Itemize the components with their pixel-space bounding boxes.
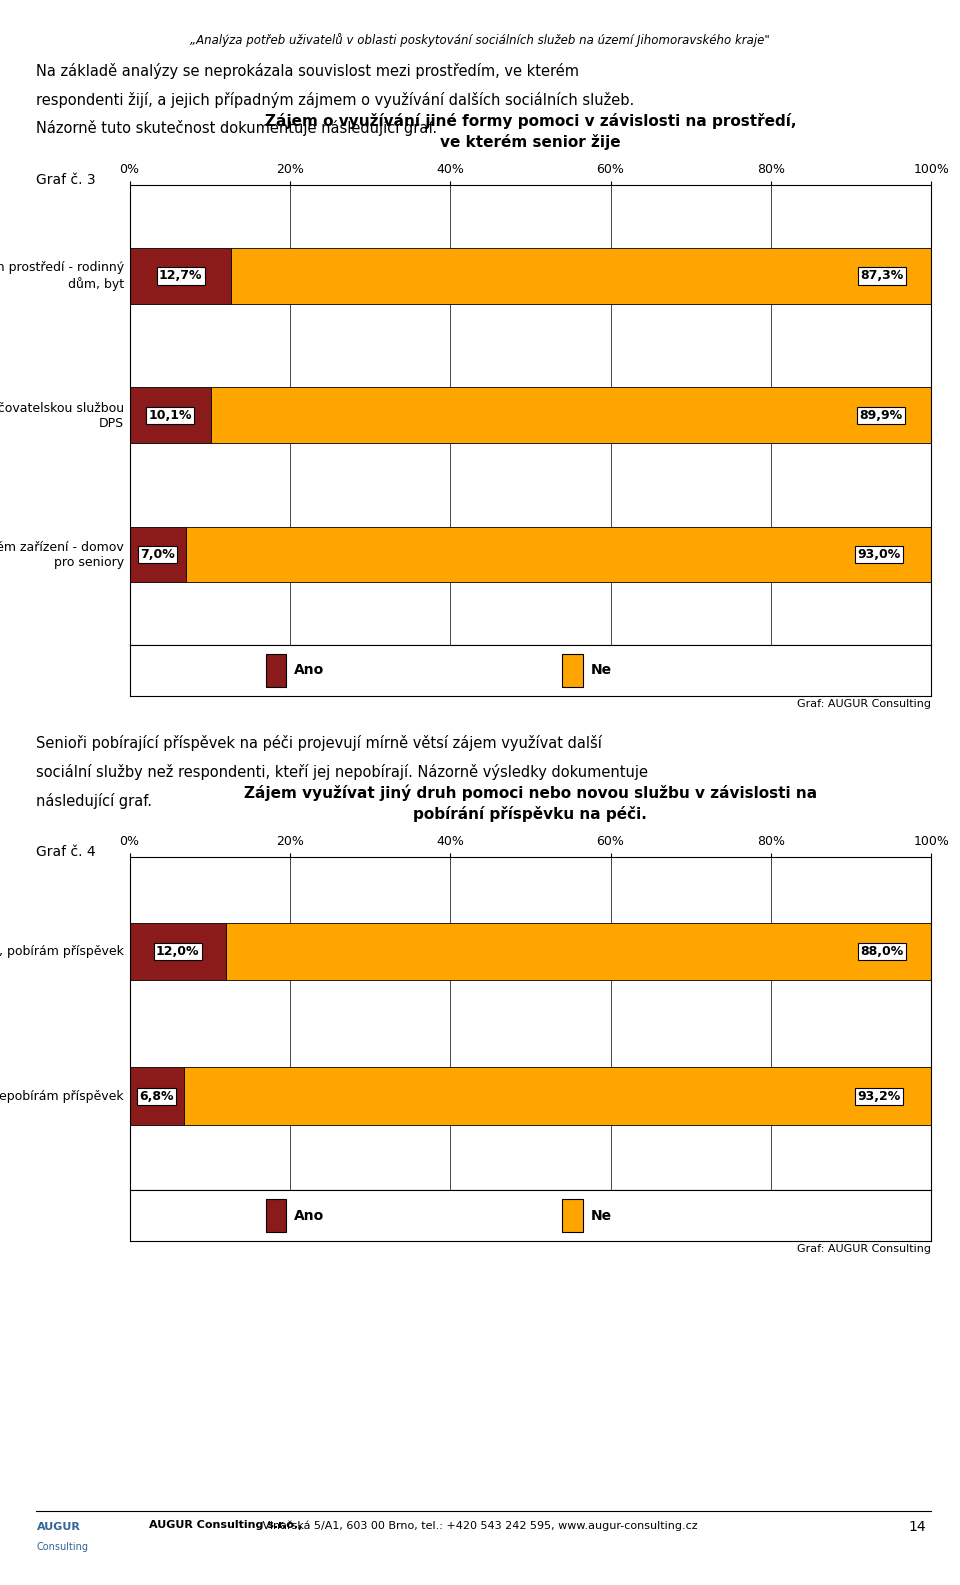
Bar [226, 922, 931, 981]
Text: 7,0%: 7,0% [140, 548, 175, 561]
Bar [563, 1200, 583, 1232]
Text: 14: 14 [909, 1520, 926, 1534]
Bar [210, 387, 931, 444]
Text: Graf: AUGUR Consulting: Graf: AUGUR Consulting [797, 1244, 931, 1254]
Bar [130, 249, 231, 304]
Bar [185, 526, 931, 582]
Text: Ne: Ne [590, 1209, 612, 1222]
Bar [130, 1067, 184, 1125]
Text: sociální služby než respondenti, kteří jej nepobírají. Názorně výsledky dokument: sociální služby než respondenti, kteří j… [36, 764, 649, 780]
Bar [266, 655, 286, 686]
Text: následující graf.: následující graf. [36, 792, 153, 808]
Bar [130, 922, 226, 981]
Text: Graf č. 4: Graf č. 4 [36, 845, 96, 859]
Title: Zájem využívat jiný druh pomoci nebo novou službu v závislosti na
pobírání přísp: Zájem využívat jiný druh pomoci nebo nov… [244, 785, 817, 821]
Title: Zájem o využívání jiné formy pomoci v závislosti na prostředí,
ve kterém senior : Zájem o využívání jiné formy pomoci v zá… [265, 113, 796, 149]
Text: Senioři pobírající příspěvek na péči projevují mírně větsí zájem využívat další: Senioři pobírající příspěvek na péči pro… [36, 735, 602, 751]
Text: 89,9%: 89,9% [859, 409, 902, 422]
Text: Vinařská 5/A1, 603 00 Brno, tel.: +420 543 242 595, www.augur-consulting.cz: Vinařská 5/A1, 603 00 Brno, tel.: +420 5… [259, 1520, 698, 1531]
Text: respondenti žijí, a jejich případným zájmem o využívání dalších sociálních služe: respondenti žijí, a jejich případným záj… [36, 92, 635, 108]
Text: Graf: AUGUR Consulting: Graf: AUGUR Consulting [797, 699, 931, 708]
Text: 88,0%: 88,0% [860, 945, 903, 957]
Text: Ano: Ano [294, 1209, 324, 1222]
Text: 12,0%: 12,0% [156, 945, 200, 957]
Text: 93,2%: 93,2% [857, 1090, 900, 1103]
Bar [184, 1067, 931, 1125]
Text: Na základě analýzy se neprokázala souvislost mezi prostředím, ve kterém: Na základě analýzy se neprokázala souvis… [36, 63, 580, 79]
Bar [563, 655, 583, 686]
Text: 93,0%: 93,0% [857, 548, 900, 561]
Text: 12,7%: 12,7% [158, 269, 203, 282]
Bar [130, 387, 210, 444]
Text: 87,3%: 87,3% [860, 269, 903, 282]
Bar [130, 526, 185, 582]
Text: AUGUR Consulting s.r.o.,: AUGUR Consulting s.r.o., [149, 1520, 302, 1530]
Text: Graf č. 3: Graf č. 3 [36, 173, 96, 187]
Text: AUGUR: AUGUR [36, 1522, 81, 1531]
Bar [266, 1200, 286, 1232]
Text: 6,8%: 6,8% [139, 1090, 174, 1103]
Bar [231, 249, 931, 304]
Text: Ano: Ano [294, 664, 324, 677]
Text: Ne: Ne [590, 664, 612, 677]
Text: 10,1%: 10,1% [149, 409, 192, 422]
Text: „Analýza potřeb uživatelů v oblasti poskytování sociálních služeb na území Jihom: „Analýza potřeb uživatelů v oblasti posk… [190, 33, 770, 48]
Text: Názorně tuto skutečnost dokumentuje následující graf.: Názorně tuto skutečnost dokumentuje násl… [36, 120, 438, 136]
Text: Consulting: Consulting [36, 1542, 88, 1552]
